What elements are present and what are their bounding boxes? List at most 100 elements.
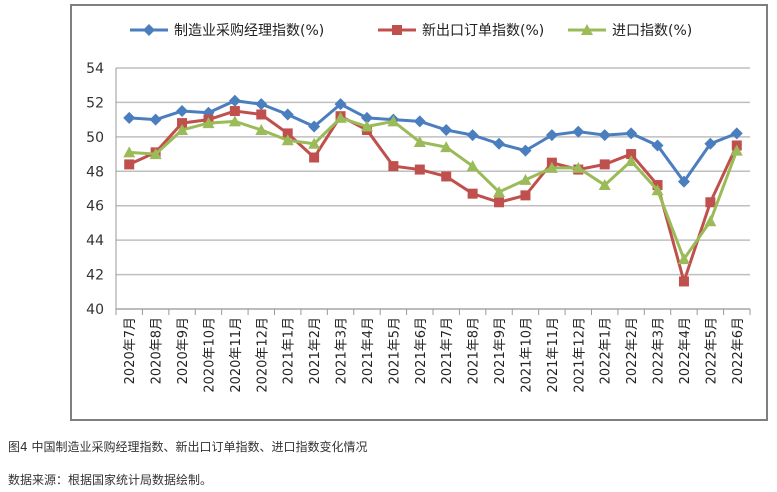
data-point-diamond (308, 120, 321, 133)
data-point-triangle (581, 24, 593, 35)
data-point-square (388, 161, 399, 172)
data-point-triangle (123, 146, 136, 158)
data-point-diamond (281, 108, 294, 121)
data-point-diamond (255, 98, 268, 111)
data-point-diamond (334, 98, 347, 111)
legend-label: 进口指数(%) (612, 23, 692, 39)
data-point-diamond (413, 115, 426, 128)
x-tick-label: 2021年2月 (308, 317, 323, 384)
legend-label: 制造业采购经理指数(%) (174, 23, 324, 39)
data-point-square (229, 106, 240, 117)
data-point-triangle (730, 144, 743, 156)
data-point-triangle (572, 161, 585, 173)
x-tick-label: 2021年12月 (572, 317, 587, 393)
data-point-triangle (651, 184, 664, 196)
data-point-diamond (677, 175, 690, 188)
y-tick-label: 52 (86, 95, 104, 111)
x-tick-label: 2020年12月 (255, 317, 270, 393)
data-point-diamond (176, 105, 189, 118)
data-point-diamond (143, 24, 155, 36)
x-tick-label: 2020年9月 (176, 317, 191, 384)
y-tick-label: 48 (86, 164, 104, 180)
y-tick-label: 46 (86, 199, 104, 215)
data-point-square (414, 164, 425, 175)
y-tick-label: 54 (86, 61, 104, 77)
data-point-diamond (493, 137, 506, 150)
x-tick-label: 2021年1月 (282, 317, 297, 384)
x-tick-label: 2021年6月 (414, 317, 429, 384)
data-point-diamond (730, 127, 743, 140)
data-point-square (282, 128, 293, 139)
x-tick-label: 2022年1月 (599, 317, 614, 384)
data-point-square (467, 188, 478, 199)
data-point-square (256, 109, 267, 120)
data-point-triangle (228, 115, 241, 127)
x-tick-label: 2021年10月 (519, 317, 534, 393)
data-point-diamond (545, 129, 558, 142)
x-tick-label: 2020年10月 (202, 317, 217, 393)
data-point-diamond (519, 144, 532, 157)
data-point-diamond (572, 125, 585, 138)
data-point-triangle (440, 141, 453, 153)
data-point-triangle (387, 115, 400, 127)
x-tick-label: 2021年9月 (493, 317, 508, 384)
x-tick-label: 2022年4月 (678, 317, 693, 384)
data-point-triangle (625, 154, 638, 166)
data-point-diamond (440, 123, 453, 136)
legend-label: 新出口订单指数(%) (422, 23, 544, 39)
data-point-triangle (202, 117, 215, 129)
data-point-triangle (413, 136, 426, 148)
data-point-triangle (466, 160, 479, 172)
data-point-diamond (466, 129, 479, 142)
data-point-square (392, 25, 402, 35)
data-point-diamond (598, 129, 611, 142)
data-point-triangle (255, 123, 268, 135)
x-tick-label: 2020年11月 (229, 317, 244, 393)
data-point-square (494, 197, 505, 208)
data-point-square (441, 171, 452, 182)
x-tick-label: 2021年7月 (440, 317, 455, 384)
data-point-square (124, 159, 135, 170)
line-chart: 40 42 44 46 48 50 52 54 2020年7月 2020年8月 2020年9月 202… (86, 23, 751, 393)
data-point-square (520, 190, 531, 201)
x-tick-label: 2021年11月 (546, 317, 561, 393)
data-point-diamond (149, 113, 162, 126)
x-tick-label: 2021年4月 (361, 317, 376, 384)
x-tick-label: 2021年8月 (467, 317, 482, 384)
data-point-triangle (704, 215, 717, 227)
data-point-triangle (176, 123, 189, 135)
data-point-diamond (651, 139, 664, 152)
x-tick-label: 2020年7月 (123, 317, 138, 384)
y-tick-label: 42 (86, 268, 104, 284)
x-tick-label: 2022年3月 (652, 317, 667, 384)
figure-caption: 图4 中国制造业采购经理指数、新出口订单指数、进口指数变化情况 (8, 440, 368, 454)
data-point-diamond (228, 94, 241, 107)
data-point-square (626, 149, 637, 160)
y-tick-label: 44 (86, 233, 104, 249)
y-tick-label: 50 (86, 130, 104, 146)
data-point-triangle (360, 120, 373, 132)
data-point-triangle (677, 253, 690, 265)
x-tick-label: 2022年5月 (704, 317, 719, 384)
data-point-triangle (149, 148, 162, 160)
x-tick-label: 2022年6月 (731, 317, 746, 384)
data-point-diamond (625, 127, 638, 140)
data-point-diamond (704, 137, 717, 150)
data-point-square (705, 197, 716, 208)
data-point-triangle (598, 179, 611, 191)
data-point-triangle (308, 137, 321, 149)
data-point-square (309, 152, 320, 163)
chart-frame (70, 4, 768, 421)
data-source: 数据来源：根据国家统计局数据绘制。 (8, 473, 213, 487)
data-point-triangle (519, 173, 532, 185)
data-point-square (177, 118, 188, 129)
data-point-square (678, 276, 689, 287)
y-tick-label: 40 (86, 302, 104, 318)
data-point-square (599, 159, 610, 170)
x-tick-label: 2022年2月 (625, 317, 640, 384)
data-point-triangle (545, 161, 558, 173)
x-tick-label: 2021年5月 (387, 317, 402, 384)
data-point-triangle (281, 134, 294, 146)
x-tick-label: 2020年8月 (150, 317, 165, 384)
data-point-triangle (334, 111, 347, 123)
